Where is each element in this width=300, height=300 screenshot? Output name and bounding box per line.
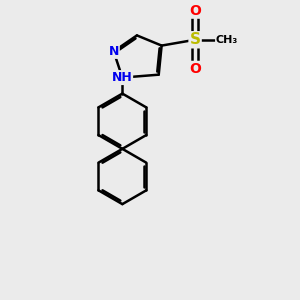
Text: S: S [190,32,201,47]
Text: CH₃: CH₃ [216,35,238,45]
Text: O: O [189,4,201,18]
Text: NH: NH [111,71,132,84]
Text: N: N [108,45,119,58]
Text: O: O [189,62,201,76]
